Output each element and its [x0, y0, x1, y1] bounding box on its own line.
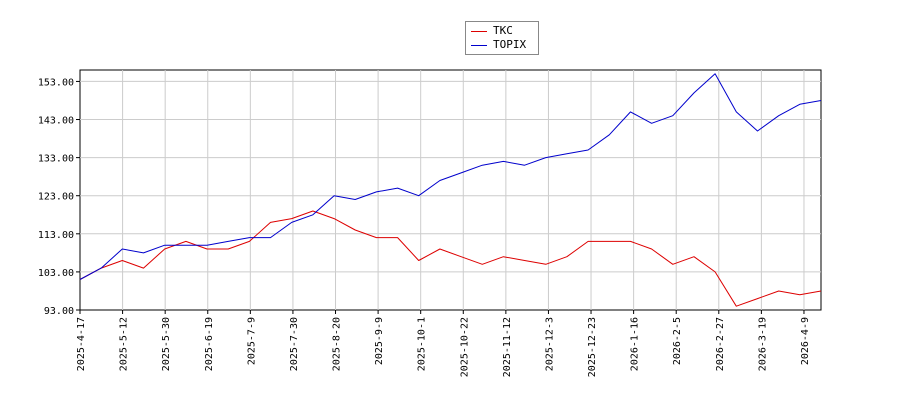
- x-tick-label: 2026-2-5: [672, 317, 683, 365]
- y-tick-label: 103.00: [38, 268, 74, 279]
- x-tick-label: 2025-12-23: [587, 317, 598, 377]
- x-tick-label: 2025-11-12: [502, 317, 513, 377]
- series-layer: [79, 73, 822, 307]
- x-tick-label: 2026-4-9: [800, 317, 811, 365]
- y-tick-label: 153.00: [38, 77, 74, 88]
- x-tick-label: 2025-6-19: [204, 317, 215, 371]
- x-tick-label: 2026-1-16: [630, 317, 641, 371]
- legend: TKC TOPIX: [465, 21, 539, 55]
- plot-area: [79, 69, 822, 311]
- x-tick-label: 2025-7-9: [246, 317, 257, 365]
- legend-label-tkc: TKC: [493, 24, 513, 37]
- y-axis: 93.00 103.00 113.00 123.00 133.00 143.00 153.0…: [38, 77, 80, 317]
- y-tick-label: 113.00: [38, 230, 74, 241]
- series-line-tkc: [79, 210, 822, 307]
- x-tick-label: 2026-2-27: [715, 317, 726, 371]
- legend-item-topix: TOPIX: [471, 38, 526, 52]
- grid: [80, 70, 821, 310]
- legend-label-topix: TOPIX: [493, 38, 527, 51]
- x-tick-label: 2025-10-22: [459, 317, 470, 377]
- x-tick-label: 2026-3-19: [757, 317, 768, 371]
- legend-swatch-topix: [471, 44, 487, 46]
- x-tick-label: 2025-5-30: [161, 317, 172, 371]
- y-tick-label: 93.00: [44, 306, 74, 317]
- y-tick-label: 143.00: [38, 116, 74, 127]
- x-tick-label: 2025-8-20: [332, 317, 343, 371]
- legend-swatch-tkc: [471, 30, 487, 32]
- x-tick-label: 2025-4-17: [76, 317, 87, 371]
- x-tick-label: 2025-10-1: [417, 317, 428, 371]
- x-axis: 2025-4-17 2025-5-12 2025-5-30 2025-6-19 2025…: [76, 310, 811, 377]
- x-tick-label: 2025-12-3: [544, 317, 555, 371]
- y-tick-label: 133.00: [38, 154, 74, 165]
- x-tick-label: 2025-5-12: [119, 317, 130, 371]
- legend-item-tkc: TKC: [471, 24, 513, 38]
- series-line-topix: [79, 73, 822, 280]
- x-tick-label: 2025-9-9: [374, 317, 385, 365]
- y-tick-label: 123.00: [38, 192, 74, 203]
- x-tick-label: 2025-7-30: [289, 317, 300, 371]
